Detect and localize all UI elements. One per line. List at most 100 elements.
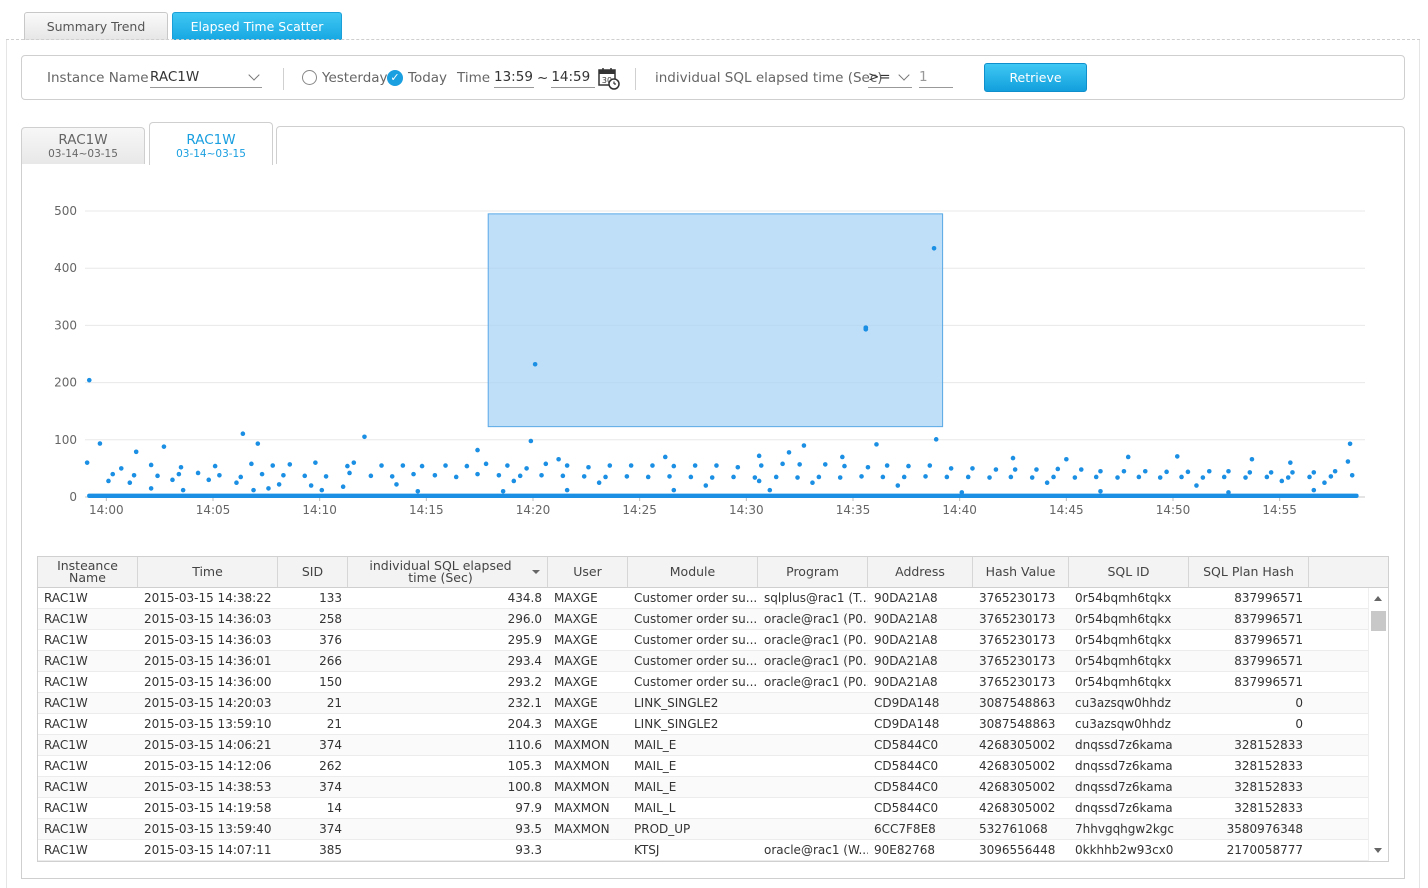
column-header-label: Time bbox=[192, 564, 223, 579]
instance-tab-2[interactable]: RAC1W 03-14~03-15 bbox=[149, 122, 273, 165]
data-point bbox=[155, 473, 160, 479]
table-row[interactable]: RAC1W 2015-03-15 14:36:03 376 295.9 MAXGE Cus… bbox=[38, 630, 1388, 651]
data-point bbox=[596, 480, 602, 486]
table-cell bbox=[758, 819, 868, 839]
data-point bbox=[345, 463, 350, 469]
data-point bbox=[240, 431, 246, 437]
table-cell: 105.3 bbox=[507, 759, 542, 773]
data-point bbox=[302, 473, 308, 479]
data-point bbox=[496, 472, 502, 478]
table-row[interactable]: RAC1W 2015-03-15 14:38:53 374 100.8 MAXMON MA… bbox=[38, 777, 1388, 798]
table-row[interactable]: RAC1W 2015-03-15 13:59:40 374 93.5 MAXMON PRO… bbox=[38, 819, 1388, 840]
vertical-scrollbar[interactable] bbox=[1368, 588, 1388, 861]
data-point bbox=[259, 471, 265, 477]
data-point bbox=[756, 478, 762, 484]
table-row[interactable]: RAC1W 2015-03-15 13:59:10 21 204.3 MAXGE LINK… bbox=[38, 714, 1388, 735]
scroll-up-icon[interactable] bbox=[1374, 596, 1382, 601]
table-cell: oracle@rac1 (P0... bbox=[764, 675, 868, 689]
data-point bbox=[1221, 474, 1227, 480]
column-header-label: User bbox=[573, 564, 602, 579]
data-point bbox=[1179, 474, 1184, 480]
table-cell: RAC1W bbox=[44, 612, 88, 626]
table-row[interactable]: RAC1W 2015-03-15 14:12:06 262 105.3 MAXMON MA… bbox=[38, 756, 1388, 777]
elapsed-time-scatter-chart[interactable]: 0 100 200 300 400 500 14:00 14:05 14:10 14:15 14:2… bbox=[40, 195, 1380, 525]
radio-icon[interactable] bbox=[302, 70, 317, 85]
data-point bbox=[884, 463, 890, 468]
table-row[interactable]: RAC1W 2015-03-15 14:07:11 385 93.3 KTSJ oracl… bbox=[38, 840, 1388, 861]
instance-select-value: RAC1W bbox=[150, 69, 200, 85]
threshold-input[interactable]: 1 bbox=[919, 68, 953, 88]
calendar-clock-icon[interactable]: 30 bbox=[597, 66, 621, 90]
column-header[interactable]: Program bbox=[758, 557, 868, 587]
column-header[interactable]: individual SQL elapsed time (Sec) bbox=[348, 557, 548, 587]
data-point bbox=[178, 464, 184, 470]
sort-desc-icon[interactable] bbox=[531, 570, 540, 574]
selection-box[interactable] bbox=[487, 213, 944, 428]
instance-tab-1[interactable]: RAC1W 03-14~03-15 bbox=[21, 127, 145, 164]
instance-tab-range: 03-14~03-15 bbox=[48, 148, 118, 160]
table-cell: RAC1W bbox=[44, 801, 88, 815]
table-row[interactable]: RAC1W 2015-03-15 14:36:01 266 293.4 MAXGE Cus… bbox=[38, 651, 1388, 672]
scroll-down-icon[interactable] bbox=[1374, 848, 1382, 853]
instance-select[interactable]: RAC1W bbox=[150, 68, 262, 88]
retrieve-button[interactable]: Retrieve bbox=[984, 63, 1087, 92]
tab-elapsed-time-scatter[interactable]: Elapsed Time Scatter bbox=[172, 12, 342, 40]
table-cell: RAC1W bbox=[44, 633, 88, 647]
table-cell: 21 bbox=[326, 717, 342, 731]
data-point bbox=[127, 480, 133, 486]
column-header[interactable]: Hash Value bbox=[973, 557, 1069, 587]
time-from-input[interactable]: 13:59 bbox=[494, 68, 534, 88]
time-to-input[interactable]: 14:59 bbox=[551, 68, 596, 88]
operator-select[interactable]: >= bbox=[868, 68, 912, 88]
data-point bbox=[340, 484, 346, 490]
calendar-day: 30 bbox=[602, 76, 612, 85]
threshold-wrap: 1 bbox=[919, 56, 953, 99]
column-header[interactable]: SQL Plan Hash bbox=[1189, 557, 1309, 587]
column-header[interactable]: SQL ID bbox=[1069, 557, 1189, 587]
column-header[interactable]: SID bbox=[278, 557, 348, 587]
data-point bbox=[1347, 441, 1353, 447]
data-point bbox=[539, 472, 544, 478]
tab-summary-trend[interactable]: Summary Trend bbox=[24, 12, 168, 40]
table-cell: Customer order su... bbox=[634, 633, 758, 647]
column-header[interactable]: Module bbox=[628, 557, 758, 587]
today-option[interactable]: ✓ Today bbox=[387, 56, 447, 99]
data-point bbox=[1098, 468, 1103, 474]
data-point bbox=[880, 474, 886, 480]
data-point bbox=[528, 438, 534, 444]
table-cell: Customer order su... bbox=[634, 591, 758, 605]
data-point bbox=[1142, 468, 1148, 474]
table-cell: 133 bbox=[319, 591, 342, 605]
data-point bbox=[419, 463, 425, 469]
scroll-thumb[interactable] bbox=[1371, 611, 1386, 631]
column-header[interactable]: Address bbox=[868, 557, 973, 587]
column-header[interactable]: User bbox=[548, 557, 628, 587]
data-point bbox=[118, 466, 124, 471]
data-point bbox=[931, 245, 937, 251]
table-cell: 90DA21A8 bbox=[874, 675, 938, 689]
table-row[interactable]: RAC1W 2015-03-15 14:20:03 21 232.1 MAXGE LINK… bbox=[38, 693, 1388, 714]
column-header[interactable]: Time bbox=[138, 557, 278, 587]
table-cell: RAC1W bbox=[44, 843, 88, 857]
table-row[interactable]: RAC1W 2015-03-15 14:36:03 258 296.0 MAXGE Cus… bbox=[38, 609, 1388, 630]
table-cell: dnqssd7z6kama bbox=[1075, 801, 1173, 815]
table-cell: oracle@rac1 (P0... bbox=[764, 612, 868, 626]
check-icon[interactable]: ✓ bbox=[387, 69, 403, 86]
table-cell: CD9DA148 bbox=[874, 717, 940, 731]
column-header[interactable]: Insteance Name bbox=[38, 557, 138, 587]
table-cell: PROD_UP bbox=[634, 822, 691, 836]
data-point bbox=[731, 474, 736, 480]
yesterday-option[interactable]: Yesterday bbox=[302, 56, 388, 99]
table-cell: 150 bbox=[319, 675, 342, 689]
table-cell: cu3azsqw0hhdz bbox=[1075, 717, 1171, 731]
table-cell: RAC1W bbox=[44, 738, 88, 752]
table-cell: 97.9 bbox=[515, 801, 542, 815]
table-cell: 532761068 bbox=[979, 822, 1048, 836]
table-row[interactable]: RAC1W 2015-03-15 14:19:58 14 97.9 MAXMON MAIL… bbox=[38, 798, 1388, 819]
x-tick-label: 14:25 bbox=[622, 503, 657, 517]
x-tick-label: 14:10 bbox=[302, 503, 337, 517]
table-row[interactable]: RAC1W 2015-03-15 14:36:00 150 293.2 MAXGE Cus… bbox=[38, 672, 1388, 693]
table-row[interactable]: RAC1W 2015-03-15 14:06:21 374 110.6 MAXMON MA… bbox=[38, 735, 1388, 756]
table-row[interactable]: RAC1W 2015-03-15 14:38:22 133 434.8 MAXGE Cus… bbox=[38, 588, 1388, 609]
table-cell: RAC1W bbox=[44, 675, 88, 689]
